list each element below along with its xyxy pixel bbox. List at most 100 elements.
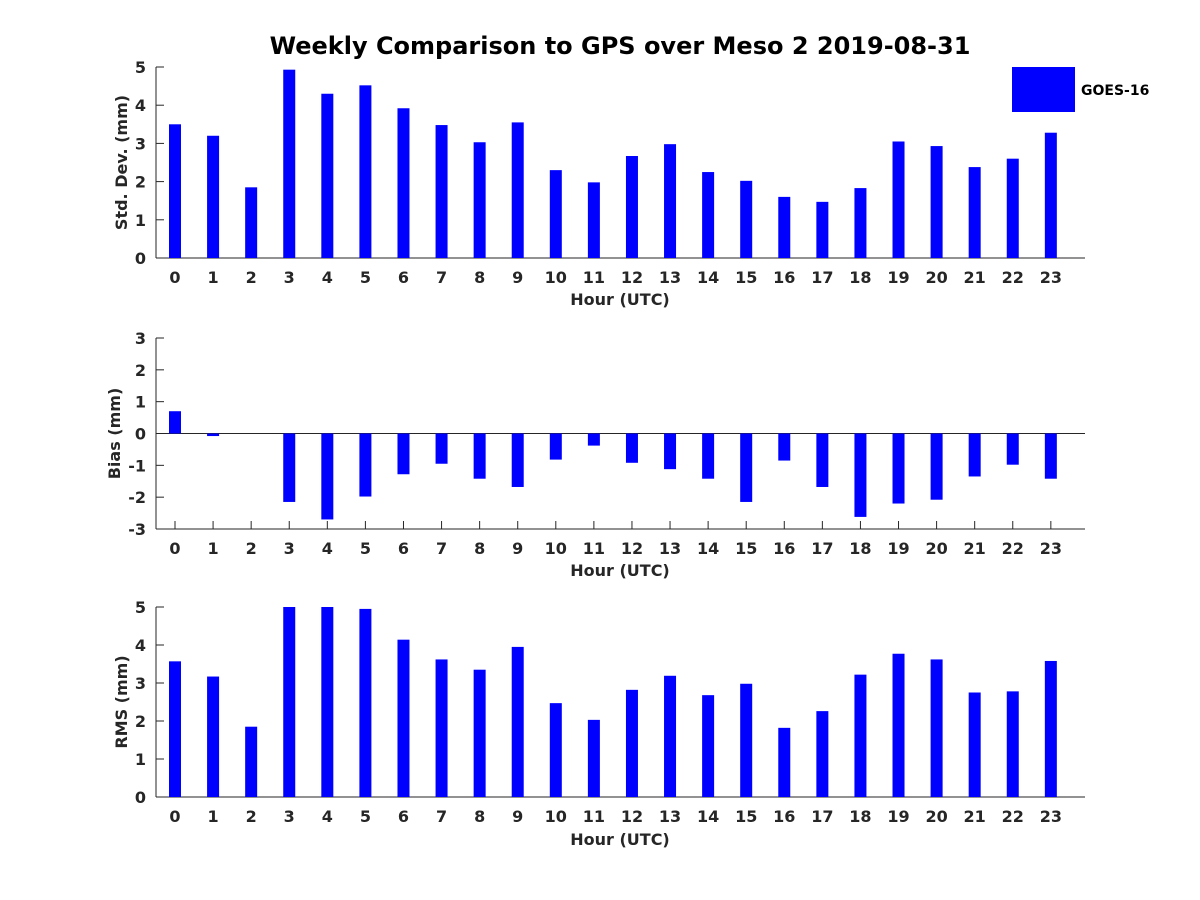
bias-x-tick-label: 20 (925, 539, 947, 558)
rms-x-tick-label: 13 (659, 807, 681, 826)
std-dev-y-tick-label: 1 (135, 211, 146, 230)
std-dev-x-tick-label: 3 (284, 268, 295, 287)
bias-x-tick-label: 23 (1040, 539, 1062, 558)
rms-x-tick-label: 8 (474, 807, 485, 826)
bias-y-tick-label: -3 (128, 520, 146, 539)
std-dev-bar-hour-22 (1006, 158, 1019, 258)
bias-x-tick-label: 11 (583, 539, 605, 558)
std-dev-x-tick-label: 19 (887, 268, 909, 287)
bias-x-tick-label: 5 (360, 539, 371, 558)
rms-bar-hour-23 (1044, 660, 1057, 797)
rms-x-tick-label: 0 (169, 807, 180, 826)
rms-bar-hour-16 (778, 727, 791, 797)
std-dev-x-tick-label: 17 (811, 268, 833, 287)
rms-x-tick-label: 16 (773, 807, 795, 826)
std-dev-y-tick-label: 2 (135, 173, 146, 192)
rms-x-tick-label: 11 (583, 807, 605, 826)
bias-y-tick-label: -1 (128, 456, 146, 475)
bias-bar-hour-6 (397, 433, 410, 475)
bias-x-tick-label: 9 (512, 539, 523, 558)
rms-bar-hour-11 (587, 719, 600, 797)
rms-bar-hour-14 (702, 695, 715, 797)
bias-y-tick-label: 3 (135, 329, 146, 348)
std-dev-x-tick-label: 13 (659, 268, 681, 287)
std-dev-x-tick-label: 7 (436, 268, 447, 287)
bias-x-tick-label: 16 (773, 539, 795, 558)
rms-bar-hour-5 (359, 608, 372, 797)
std-dev-bar-hour-0 (169, 124, 181, 258)
bias-x-tick-label: 17 (811, 539, 833, 558)
std-dev-x-tick-label: 9 (512, 268, 523, 287)
rms-x-tick-label: 23 (1040, 807, 1062, 826)
rms-bar-hour-22 (1006, 691, 1019, 797)
std-dev-bar-hour-12 (625, 156, 638, 258)
rms-x-tick-label: 3 (284, 807, 295, 826)
bias-bar-hour-1 (207, 433, 220, 437)
rms-x-tick-label: 5 (360, 807, 371, 826)
bias-x-tick-label: 1 (208, 539, 219, 558)
bias-bar-hour-9 (511, 433, 524, 487)
legend-swatch (1012, 67, 1075, 112)
bias-bar-hour-10 (549, 433, 562, 460)
bias-bar-hour-3 (283, 433, 296, 502)
bias-bar-hour-16 (778, 433, 791, 461)
rms-bar-hour-20 (930, 659, 943, 797)
bias-bar-hour-12 (625, 433, 638, 463)
legend: GOES-16 (1012, 67, 1149, 112)
bias-x-tick-label: 12 (621, 539, 643, 558)
legend-label: GOES-16 (1081, 83, 1149, 99)
bias-x-tick-label: 3 (284, 539, 295, 558)
rms-bar-hour-21 (968, 692, 981, 797)
rms-x-tick-label: 20 (925, 807, 947, 826)
bias-x-tick-label: 14 (697, 539, 719, 558)
std-dev-x-tick-label: 20 (925, 268, 947, 287)
rms-x-tick-label: 9 (512, 807, 523, 826)
bias-x-tick-label: 8 (474, 539, 485, 558)
rms-y-tick-label: 5 (135, 598, 146, 617)
bias-x-axis-label: Hour (UTC) (570, 561, 670, 580)
rms-x-tick-label: 22 (1002, 807, 1024, 826)
std-dev-x-tick-label: 6 (398, 268, 409, 287)
rms-bar-hour-9 (511, 646, 524, 797)
bias-bar-hour-20 (930, 433, 943, 500)
bias-y-tick-label: -2 (128, 488, 146, 507)
bias-x-tick-label: 0 (169, 539, 180, 558)
std-dev-x-tick-label: 15 (735, 268, 757, 287)
bias-x-tick-label: 7 (436, 539, 447, 558)
std-dev-bar-hour-8 (473, 142, 486, 258)
bias-x-tick-label: 18 (849, 539, 871, 558)
bias-bar-hour-19 (892, 433, 905, 504)
std-dev-x-tick-label: 5 (360, 268, 371, 287)
rms-bar-hour-2 (245, 726, 258, 797)
bias-bar-hour-22 (1006, 433, 1019, 465)
bias-bar-hour-0 (169, 411, 181, 434)
bias-bar-hour-11 (587, 433, 600, 446)
rms-bar-hour-7 (435, 659, 448, 797)
std-dev-x-tick-label: 0 (169, 268, 180, 287)
std-dev-x-tick-label: 18 (849, 268, 871, 287)
rms-x-tick-label: 6 (398, 807, 409, 826)
bias-bar-hour-23 (1044, 433, 1057, 479)
std-dev-y-axis-label: Std. Dev. (mm) (112, 95, 131, 230)
std-dev-x-tick-label: 2 (246, 268, 257, 287)
rms-bar-hour-4 (321, 607, 334, 797)
rms-x-tick-label: 7 (436, 807, 447, 826)
std-dev-bar-hour-11 (587, 182, 600, 258)
bias-bar-hour-18 (854, 433, 867, 517)
bias-y-tick-label: 0 (135, 425, 146, 444)
std-dev-bar-hour-20 (930, 146, 943, 258)
bias-x-tick-label: 19 (887, 539, 909, 558)
std-dev-bar-hour-1 (207, 135, 220, 258)
std-dev-x-tick-label: 4 (322, 268, 333, 287)
std-dev-x-axis-label: Hour (UTC) (570, 290, 670, 309)
bias-bar-hour-13 (664, 433, 677, 470)
bias-y-tick-label: 1 (135, 393, 146, 412)
std-dev-x-tick-label: 8 (474, 268, 485, 287)
std-dev-x-tick-label: 11 (583, 268, 605, 287)
rms-x-tick-label: 12 (621, 807, 643, 826)
bias-bar-hour-4 (321, 433, 334, 520)
